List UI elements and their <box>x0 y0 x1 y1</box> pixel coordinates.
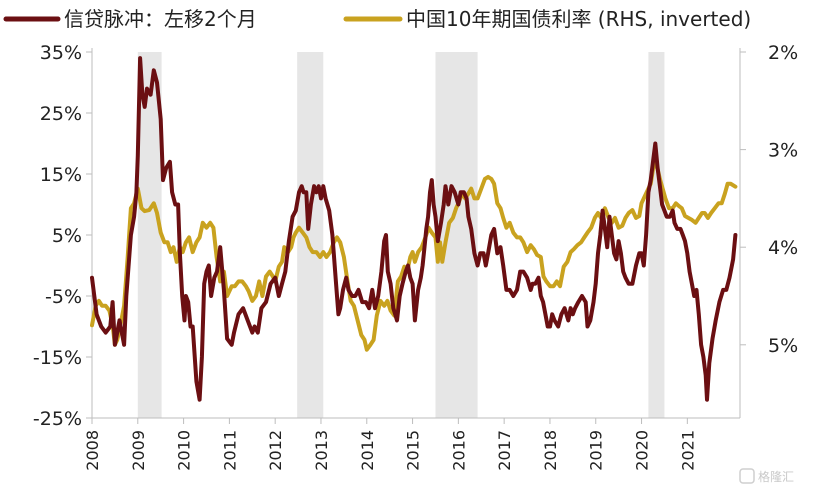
x-tick-label: 2012 <box>266 430 285 471</box>
left-tick-label: -25% <box>33 408 82 430</box>
watermark: 格隆汇 <box>739 468 794 484</box>
x-tick-label: 2013 <box>312 430 331 471</box>
x-tick-label: 2017 <box>495 430 514 471</box>
series-lines-group <box>90 56 738 402</box>
right-tick-label: 3% <box>768 140 798 162</box>
recession-shading-group <box>137 52 665 418</box>
left-tick-label: 35% <box>40 42 82 64</box>
series-line-bond-yield <box>90 157 738 352</box>
x-tick-label: 2010 <box>175 430 194 471</box>
x-tick-label: 2016 <box>449 430 468 471</box>
left-tick-label: 15% <box>40 164 82 186</box>
right-tick-label: 4% <box>768 237 798 259</box>
x-tick-label: 2015 <box>404 430 423 471</box>
x-tick-label: 2009 <box>129 430 148 471</box>
x-tick-label: 2019 <box>587 430 606 471</box>
right-tick-label: 2% <box>768 42 798 64</box>
legend-label-bond-yield: 中国10年期国债利率 (RHS, inverted) <box>406 7 751 31</box>
right-tick-label: 5% <box>768 335 798 357</box>
series-line-credit-impulse <box>90 56 738 402</box>
x-tick-label: 2020 <box>633 430 652 471</box>
x-tick-label: 2008 <box>83 430 102 471</box>
left-tick-label: -15% <box>33 347 82 369</box>
legend-label-credit-impulse: 信贷脉冲：左移2个月 <box>64 7 257 31</box>
watermark-text: 格隆汇 <box>758 469 794 484</box>
x-tick-label: 2011 <box>220 430 239 471</box>
shaded-period-4 <box>648 52 665 418</box>
x-tick-label: 2018 <box>541 430 560 471</box>
x-tick-label: 2014 <box>358 430 377 471</box>
left-tick-label: -5% <box>45 286 82 308</box>
left-tick-label: 5% <box>52 225 82 247</box>
watermark-logo-icon <box>739 468 755 484</box>
x-tick-label: 2021 <box>678 430 697 471</box>
axes-group: 35% 25% 15% 5% -5% -15% -25% 2% 3% 4% 5% 2008 2009 20… <box>33 42 798 471</box>
legend: 信贷脉冲：左移2个月 中国10年期国债利率 (RHS, inverted) <box>3 7 751 31</box>
shaded-period-1 <box>137 52 162 418</box>
shaded-period-2 <box>297 52 324 418</box>
left-tick-label: 25% <box>40 103 82 125</box>
